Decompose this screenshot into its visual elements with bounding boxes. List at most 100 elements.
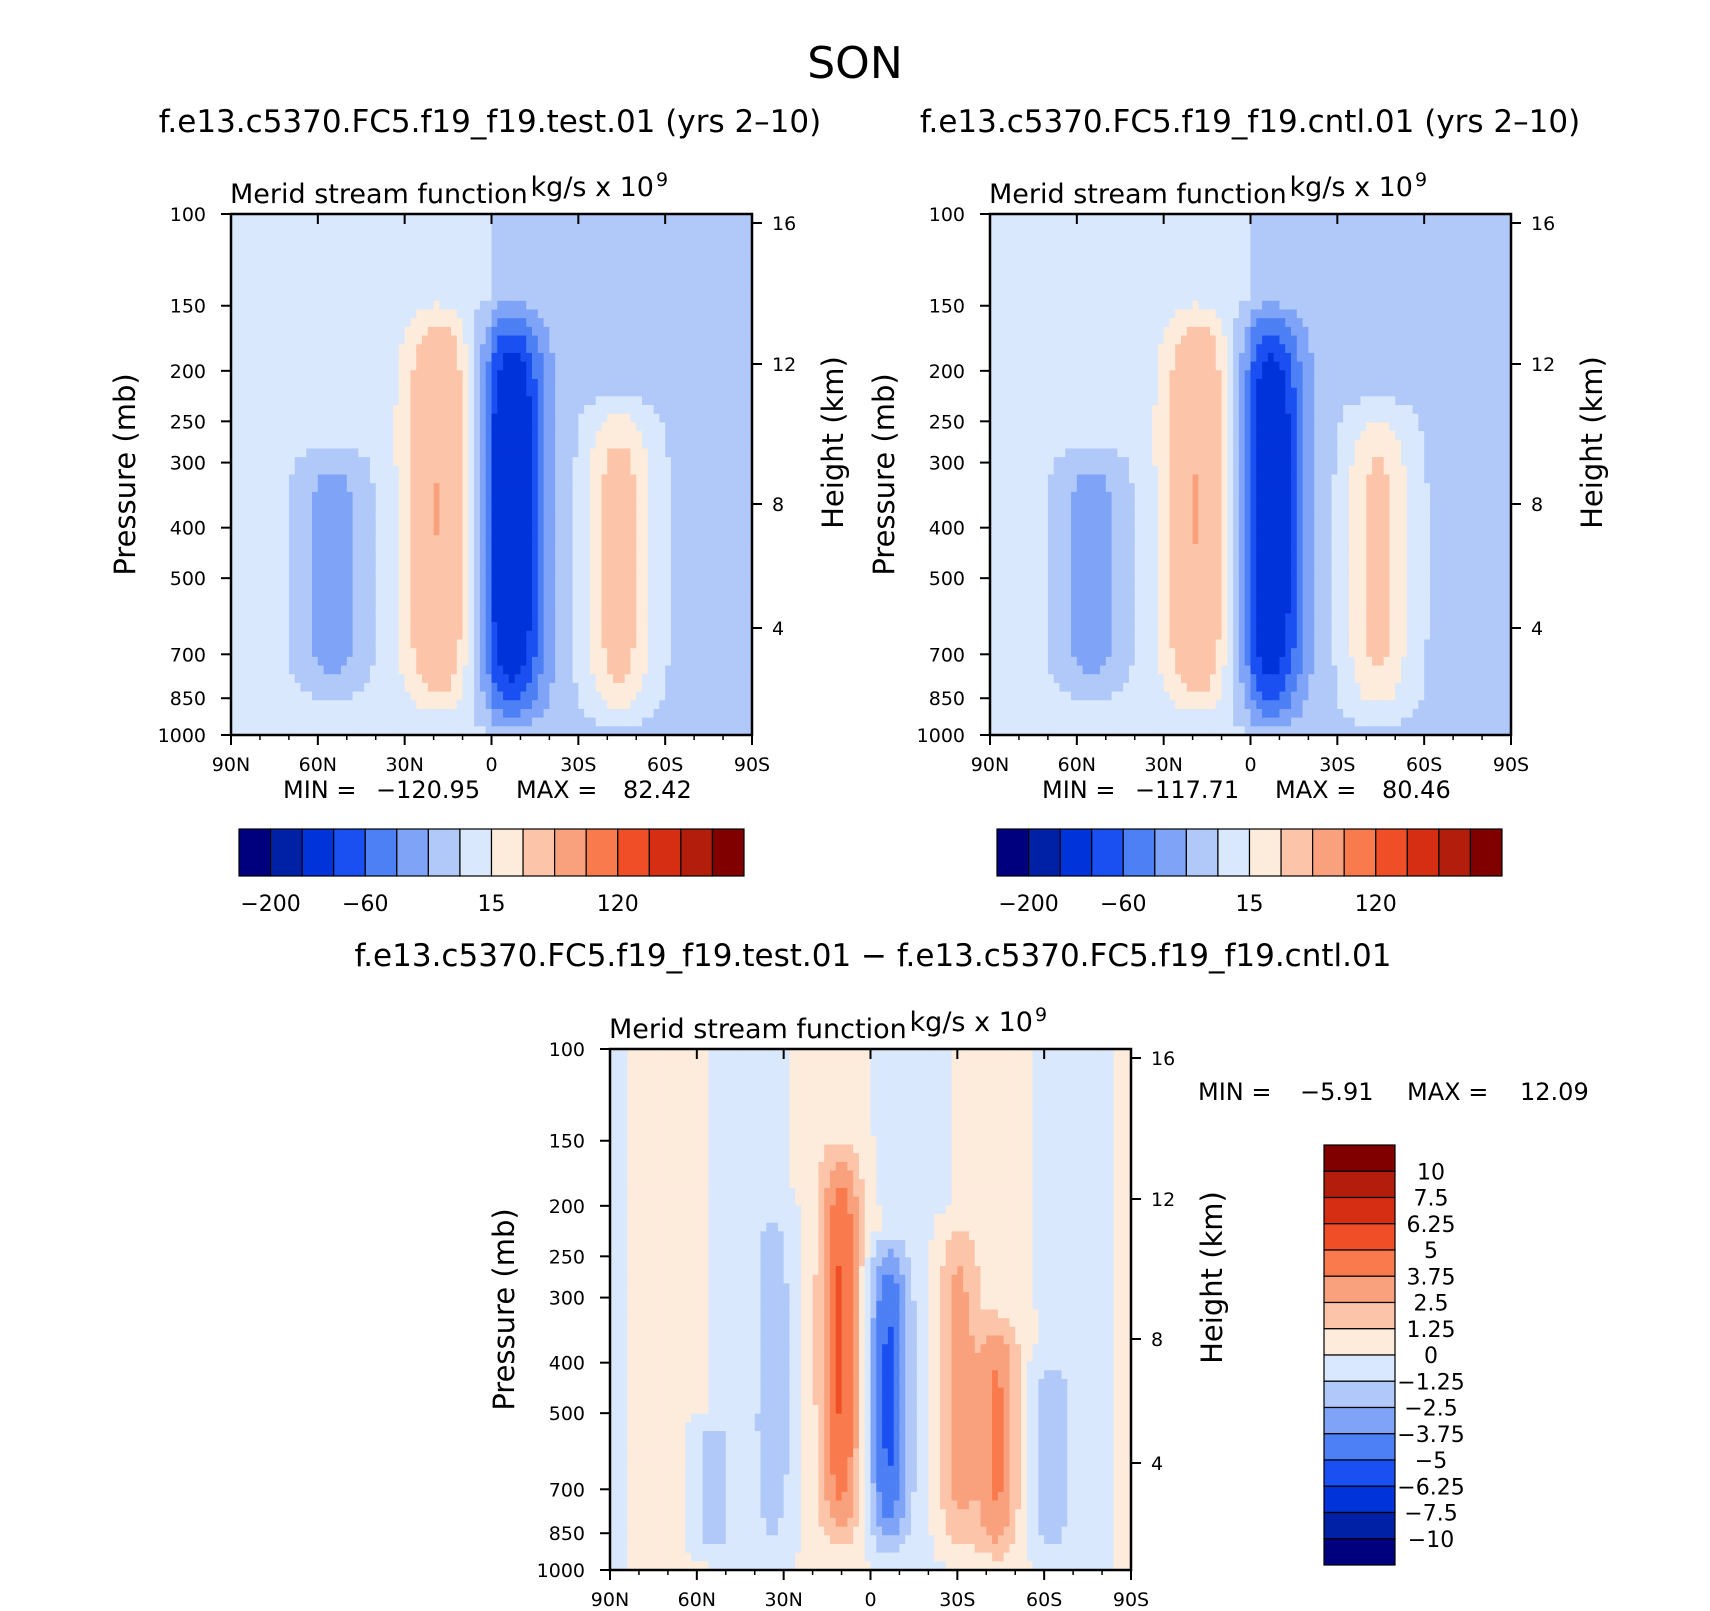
contour-cell [410,639,417,649]
contour-cell [462,370,469,380]
contour-cell [445,248,452,259]
contour-cell [462,639,469,649]
contour-cell [271,413,278,423]
contour-cell [520,352,527,363]
contour-cell [665,344,672,354]
contour-cell [508,491,516,502]
contour-cell [537,396,545,406]
contour-cell [312,665,319,675]
contour-cell [231,604,238,615]
contour-cell [526,335,533,345]
contour-cell [624,622,632,632]
contour-cell [358,639,365,649]
contour-cell [381,543,388,554]
contour-cell [514,292,522,302]
contour-cell [514,413,522,423]
contour-cell [248,422,255,432]
contour-cell [572,248,579,259]
contour-cell [242,474,249,484]
contour-cell [410,613,417,623]
contour-cell [659,405,666,415]
contour-cell [369,352,377,363]
contour-cell [265,639,273,649]
contour-cell [728,292,736,302]
contour-cell [456,457,464,467]
contour-cell [560,292,568,302]
contour-cell [271,300,278,311]
contour-cell [236,639,244,649]
contour-cell [711,231,718,241]
contour-cell [503,587,510,597]
contour-cell [271,474,278,484]
contour-cell [699,335,707,345]
contour-cell [613,552,620,562]
contour-cell [468,248,475,259]
contour-cell [474,622,481,632]
contour-cell [699,214,707,224]
contour-cell [613,413,620,423]
contour-cell [312,422,319,432]
contour-cell [589,639,597,649]
contour-cell [433,465,440,476]
contour-cell [439,500,446,510]
contour-cell [601,517,608,528]
contour-cell [462,309,469,319]
contour-cell [647,639,655,649]
contour-cell [456,439,464,450]
contour-cell [300,257,307,267]
contour-cell [676,639,684,649]
contour-cell [584,682,591,693]
contour-cell [508,483,516,493]
contour-cell [265,491,273,502]
contour-cell [422,214,429,224]
contour-cell [728,656,736,667]
contour-cell [659,361,666,371]
contour-cell [433,274,440,285]
contour-cell [514,378,522,389]
contour-cell [613,370,620,380]
contour-cell [433,648,440,658]
contour-cell [294,457,302,467]
contour-cell [647,474,655,484]
contour-cell [566,604,574,615]
contour-cell [734,214,742,224]
contour-cell [497,674,504,684]
contour-cell [416,622,423,632]
contour-cell [549,509,556,519]
contour-cell [630,552,637,562]
contour-cell [242,222,249,232]
contour-cell [572,309,579,319]
contour-cell [659,387,666,397]
contour-cell [491,604,498,615]
contour-cell [734,587,742,597]
contour-cell [636,370,643,380]
contour-cell [723,483,730,493]
contour-cell [642,596,649,606]
contour-cell [555,335,562,345]
contour-cell [560,370,568,380]
contour-cell [526,361,533,371]
contour-cell [288,457,296,467]
contour-cell [520,656,527,667]
contour-cell [740,240,747,250]
contour-cell [491,231,498,241]
contour-cell [665,517,672,528]
contour-cell [630,665,637,675]
contour-cell [566,578,574,588]
contour-cell [740,535,747,545]
contour-cell [416,231,423,241]
contour-cell [410,596,417,606]
contour-cell [329,517,336,528]
contour-cell [242,587,249,597]
contour-cell [572,465,579,476]
contour-cell [526,656,533,667]
contour-cell [294,465,302,476]
contour-cell [445,370,452,380]
contour-cell [670,257,678,267]
contour-cell [728,613,736,623]
contour-cell [578,474,585,484]
contour-cell [734,526,742,536]
contour-cell [259,283,267,293]
contour-cell [589,587,597,597]
contour-cell [566,491,574,502]
